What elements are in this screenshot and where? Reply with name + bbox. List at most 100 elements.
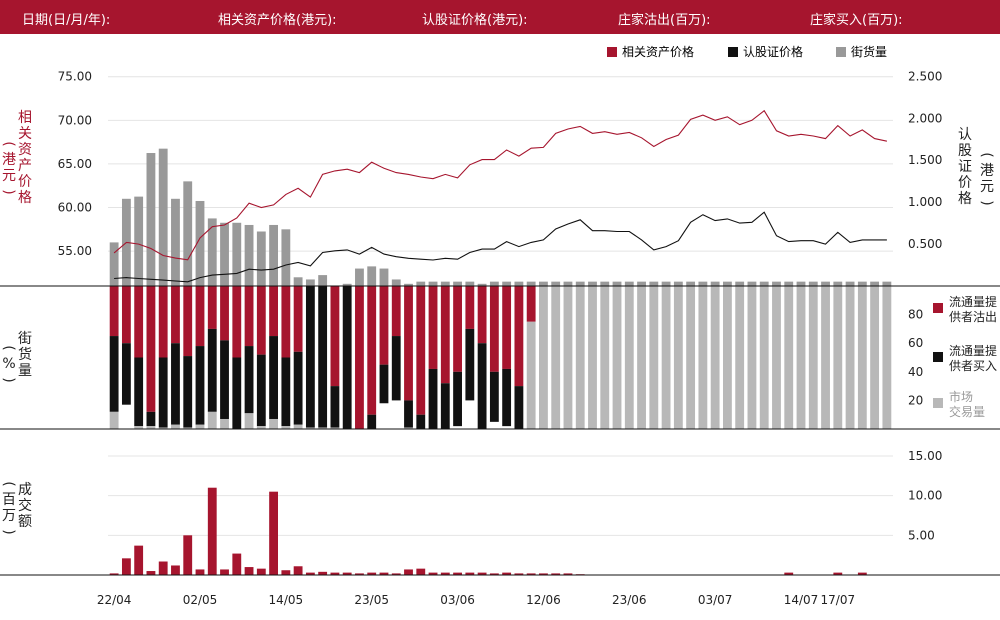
outstanding-bar bbox=[514, 281, 524, 286]
outstanding-bar bbox=[342, 283, 352, 286]
market-bar bbox=[808, 286, 818, 429]
market-bar bbox=[588, 286, 597, 429]
legend-asset-price: 相关资产价格 bbox=[607, 43, 694, 60]
participation-bars bbox=[109, 286, 892, 429]
right-tick-label: 5.00 bbox=[908, 528, 935, 542]
lp-buy-bar bbox=[244, 346, 254, 414]
turnover-bar bbox=[134, 545, 144, 575]
turnover-bar bbox=[146, 571, 156, 575]
lp-sell-bar bbox=[379, 286, 389, 365]
legend-lp-buy-line2: 供者买入 bbox=[949, 359, 998, 373]
outstanding-bar bbox=[539, 281, 548, 286]
right-tick-label: 10.00 bbox=[908, 489, 942, 503]
outstanding-bar bbox=[526, 281, 536, 286]
lp-sell-bar bbox=[293, 286, 303, 352]
right-tick-label: 2.500 bbox=[908, 69, 942, 83]
market-bar bbox=[857, 286, 867, 429]
market-bar bbox=[686, 286, 696, 429]
turnover-bar bbox=[379, 572, 389, 575]
outstanding-bar bbox=[158, 148, 168, 286]
left-tick-label: 55.00 bbox=[58, 244, 92, 258]
lp-sell-bar bbox=[330, 286, 340, 387]
outstanding-bar bbox=[465, 281, 475, 286]
lp-buy-bar bbox=[232, 357, 242, 429]
lp-sell-bar bbox=[244, 286, 254, 347]
legend-outstanding-text: 街货量 bbox=[851, 45, 888, 59]
turnover-axis-title: 成 交 额 bbox=[17, 482, 33, 530]
legend-lp-buy: 流通量提 供者买入 bbox=[933, 344, 998, 374]
outstanding-bar bbox=[845, 281, 855, 286]
turnover-axis-unit: ( 百万 ) bbox=[1, 481, 17, 535]
lp-buy-bar bbox=[305, 286, 315, 428]
right-tick-label: 0.500 bbox=[908, 237, 942, 251]
asset-axis-char: 关 bbox=[18, 126, 32, 142]
outstanding-bar bbox=[600, 281, 610, 286]
lp-sell-bar bbox=[281, 286, 291, 358]
turnover-bar bbox=[244, 567, 254, 575]
market-bar bbox=[735, 286, 745, 429]
market-bar bbox=[134, 426, 144, 429]
asset-axis-char: 相 bbox=[18, 110, 32, 126]
warrant-price-label: 认股证价格(港元): bbox=[422, 13, 528, 28]
outstanding-bar bbox=[146, 153, 156, 286]
lp-sell-bar bbox=[171, 286, 180, 344]
lp-buy-bar bbox=[121, 343, 131, 405]
outstanding-bar bbox=[624, 281, 634, 286]
lp-sell-bar bbox=[109, 286, 119, 337]
lp-sell-bar bbox=[269, 286, 279, 337]
lp-buy-bar bbox=[367, 414, 377, 429]
asset-axis-char: 产 bbox=[18, 158, 32, 174]
outstanding-bar bbox=[698, 281, 708, 286]
warrant-axis-char: 股 bbox=[958, 143, 972, 159]
outstanding-bar bbox=[404, 283, 413, 286]
asset-axis-char: 格 bbox=[18, 190, 32, 206]
lp-sell-bar bbox=[440, 286, 450, 384]
turnover-bar bbox=[281, 570, 291, 575]
turnover-bar bbox=[207, 487, 217, 575]
legend-swatch-red bbox=[933, 303, 943, 313]
market-bar bbox=[612, 286, 622, 429]
market-bar bbox=[305, 427, 315, 429]
turnover-axis-char: 成 bbox=[18, 482, 32, 498]
lp-buy-bar bbox=[379, 364, 389, 404]
lp-sell-bar bbox=[404, 286, 413, 401]
outstanding-bar bbox=[551, 281, 561, 286]
legend-lp-sell: 流通量提 供者沽出 bbox=[933, 295, 997, 325]
market-bar bbox=[575, 286, 585, 429]
turnover-bar bbox=[293, 566, 303, 575]
lp-buy-bar bbox=[256, 354, 266, 427]
outstanding-bar bbox=[686, 281, 696, 286]
turnover-bar bbox=[355, 573, 364, 575]
asset-axis-char: 资 bbox=[18, 142, 32, 158]
outstanding-bar bbox=[391, 279, 401, 286]
outstanding-bar bbox=[220, 222, 229, 286]
market-bar bbox=[759, 286, 769, 429]
axes bbox=[0, 285, 1000, 576]
outstanding-bar bbox=[870, 281, 880, 286]
turnover-bar bbox=[502, 572, 512, 575]
turnover-bar bbox=[269, 491, 279, 575]
x-tick-label: 02/05 bbox=[183, 593, 218, 607]
outstanding-bar bbox=[171, 198, 180, 286]
legend-lp-buy-line1: 流通量提 bbox=[949, 344, 998, 358]
turnover-bar bbox=[158, 561, 168, 575]
outstanding-bar bbox=[710, 281, 720, 286]
lp-buy-bar bbox=[171, 343, 180, 425]
outstanding-axis-unit: ( % ) bbox=[1, 345, 17, 383]
outstanding-bar bbox=[857, 281, 867, 286]
turnover-bar bbox=[526, 573, 536, 575]
lp-buy-bar bbox=[465, 328, 475, 401]
market-bar bbox=[183, 427, 193, 429]
market-bar bbox=[146, 426, 156, 429]
outstanding-bar bbox=[355, 268, 364, 286]
lp-sell-bar bbox=[391, 286, 401, 337]
outstanding-axis-title: 街 货 量 bbox=[17, 331, 33, 379]
outstanding-axis-char: 量 bbox=[18, 363, 32, 379]
turnover-bar bbox=[857, 572, 867, 575]
lp-sell-bar bbox=[416, 286, 426, 415]
outstanding-bar bbox=[134, 196, 144, 286]
market-bar bbox=[404, 427, 413, 429]
outstanding-bar bbox=[612, 281, 622, 286]
lp-buy-bar bbox=[293, 351, 303, 425]
